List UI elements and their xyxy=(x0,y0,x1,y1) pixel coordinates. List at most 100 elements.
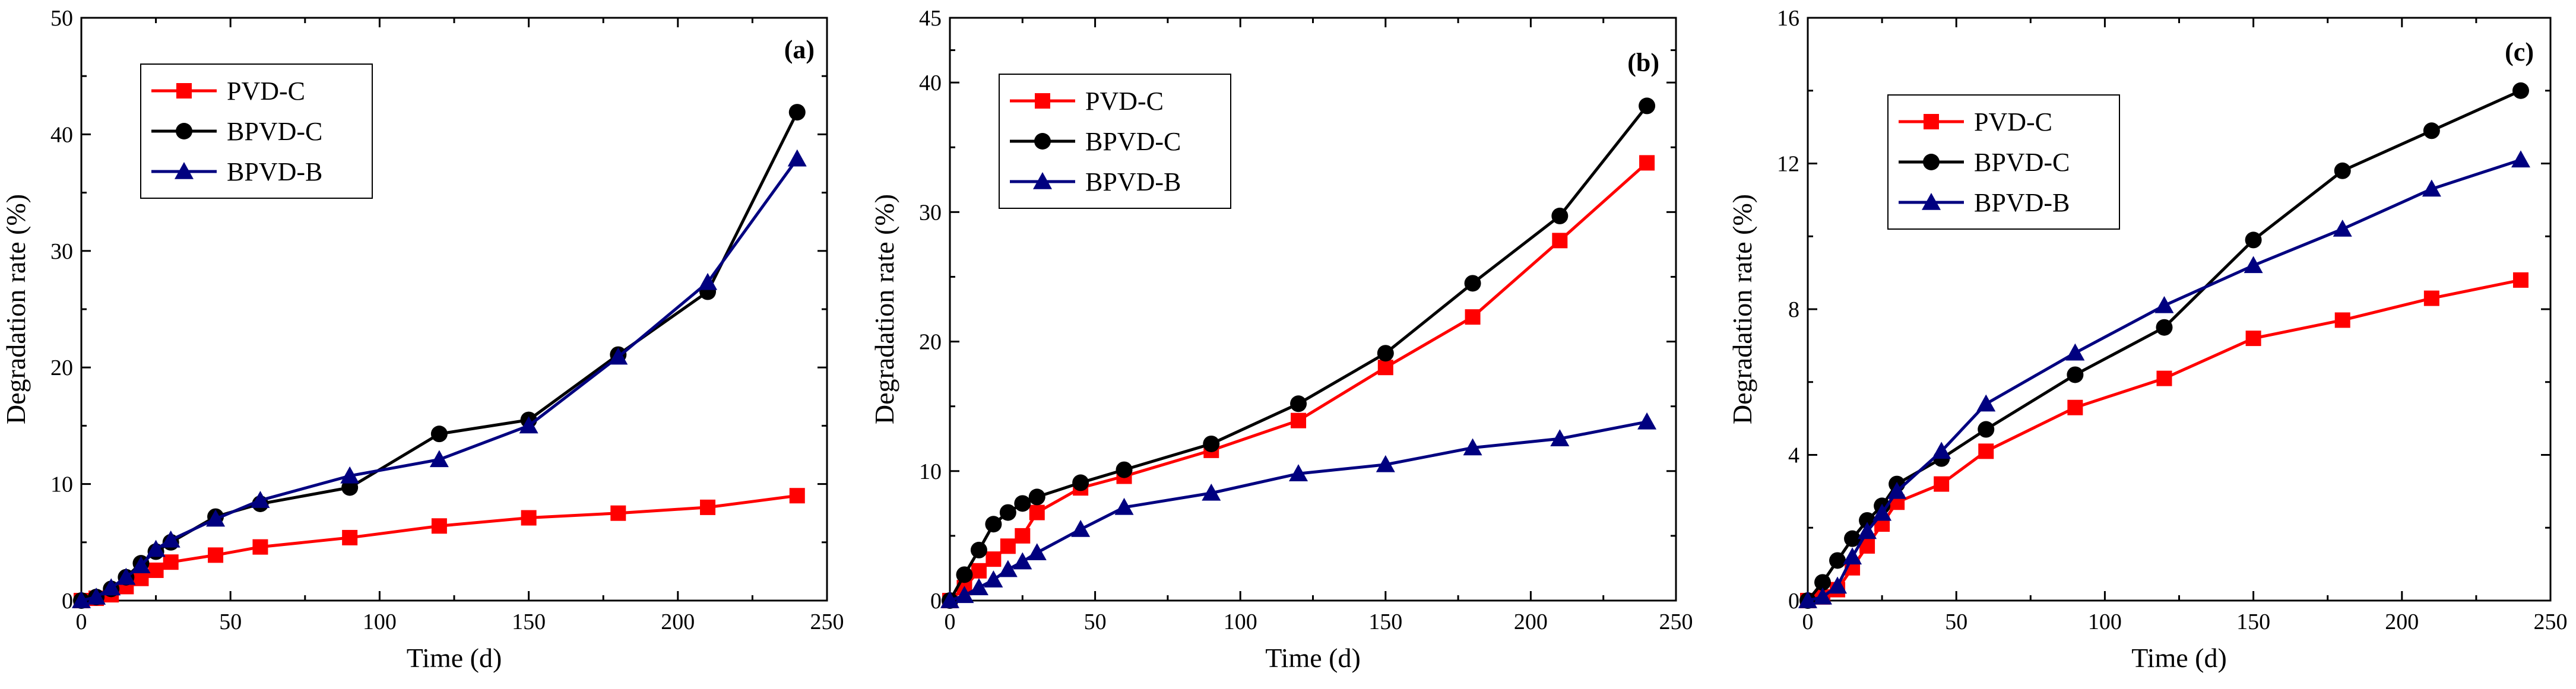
x-tick-label: 100 xyxy=(1224,609,1257,634)
chart-panel-0: 0 50 100 150 200 250 0 10 20 30 40 50 Time (d) Degrad… xyxy=(1,6,844,673)
data-point xyxy=(2067,366,2084,383)
data-point xyxy=(340,466,360,484)
data-point xyxy=(955,586,974,604)
chart-panel-1: 0 50 100 150 200 250 0 10 20 30 40 45 Time (d) Degrad… xyxy=(869,6,1693,673)
data-point xyxy=(148,562,164,578)
data-point xyxy=(1637,412,1657,430)
x-tick-label: 50 xyxy=(1945,609,1967,634)
data-point xyxy=(2333,219,2352,237)
x-tick-label: 0 xyxy=(76,609,87,634)
y-axis-title: Degradation rate (%) xyxy=(1727,194,1757,424)
legend-entry: BPVD-B xyxy=(1974,188,2070,217)
data-point xyxy=(1376,455,1395,472)
series-BPVD-B xyxy=(1798,150,2530,608)
data-point xyxy=(698,272,718,290)
data-point xyxy=(1858,522,1877,539)
y-tick-label: 40 xyxy=(919,71,942,96)
series-line xyxy=(81,158,799,602)
series-BPVD-C xyxy=(942,97,1656,609)
data-point xyxy=(1887,481,1907,499)
y-tick-label: 30 xyxy=(50,239,73,264)
data-point xyxy=(146,539,166,557)
x-axis-title: Time (d) xyxy=(407,643,502,673)
data-point xyxy=(788,104,806,121)
data-point xyxy=(998,560,1018,577)
x-tick-label: 250 xyxy=(810,609,844,634)
data-point xyxy=(2244,256,2263,274)
series-PVD-C xyxy=(74,488,805,608)
data-point xyxy=(2423,290,2439,306)
data-point xyxy=(72,591,91,608)
data-point xyxy=(1844,530,1861,547)
data-point xyxy=(956,566,973,583)
data-point xyxy=(1978,421,1995,438)
x-tick-label: 250 xyxy=(1659,609,1693,634)
legend-entry: PVD-C xyxy=(227,77,305,106)
y-tick-label: 40 xyxy=(50,122,73,147)
data-point xyxy=(1203,435,1220,452)
data-point xyxy=(2422,179,2441,197)
panel-label: (c) xyxy=(2505,37,2534,66)
data-point xyxy=(251,491,270,508)
data-point xyxy=(429,450,449,468)
data-point xyxy=(1029,504,1045,520)
y-tick-label: 16 xyxy=(1777,6,1799,31)
data-point xyxy=(2067,399,2083,415)
data-point xyxy=(1552,233,1568,249)
x-tick-label: 0 xyxy=(1802,609,1814,634)
legend-marker xyxy=(1034,133,1051,150)
data-point xyxy=(2511,150,2530,168)
data-point xyxy=(116,567,136,585)
legend-marker xyxy=(1033,172,1052,189)
legend-marker xyxy=(1923,154,1940,170)
data-point xyxy=(984,570,1003,588)
legend-marker xyxy=(1924,114,1939,129)
legend-marker xyxy=(176,83,192,99)
data-point xyxy=(971,563,987,579)
data-point xyxy=(1013,552,1032,570)
legend-marker xyxy=(175,162,194,179)
data-point xyxy=(609,347,628,365)
data-point xyxy=(2423,122,2440,139)
series-line xyxy=(949,420,1647,602)
x-tick-label: 50 xyxy=(219,609,242,634)
data-point xyxy=(1465,309,1481,325)
y-tick-label: 45 xyxy=(919,6,942,31)
x-tick-label: 50 xyxy=(1084,609,1107,634)
data-point xyxy=(1639,155,1655,171)
data-point xyxy=(431,518,447,534)
data-point xyxy=(1829,552,1846,569)
series-PVD-C xyxy=(942,155,1655,608)
data-point xyxy=(1464,275,1481,292)
x-tick-label: 200 xyxy=(2385,609,2419,634)
data-point xyxy=(1976,394,1996,412)
data-point xyxy=(985,516,1002,533)
data-point xyxy=(700,499,716,515)
legend: PVD-C BPVD-C BPVD-B xyxy=(140,63,373,199)
y-tick-label: 30 xyxy=(919,200,942,225)
legend-entry: BPVD-B xyxy=(1085,167,1181,196)
data-point xyxy=(1463,438,1482,456)
y-tick-label: 20 xyxy=(50,355,73,380)
data-point xyxy=(1291,412,1307,428)
data-point xyxy=(787,149,807,167)
data-point xyxy=(1289,464,1308,481)
data-point xyxy=(1377,360,1393,376)
data-point xyxy=(970,541,987,558)
x-axis-title: Time (d) xyxy=(2131,643,2227,673)
data-point xyxy=(1932,442,1951,459)
data-point xyxy=(2245,331,2261,347)
data-point xyxy=(1872,503,1892,521)
data-point xyxy=(1014,495,1031,512)
x-tick-label: 150 xyxy=(1368,609,1402,634)
y-tick-label: 10 xyxy=(50,472,73,497)
data-point xyxy=(133,570,149,586)
data-point xyxy=(789,488,805,504)
y-tick-label: 10 xyxy=(919,459,942,484)
data-point xyxy=(519,416,538,434)
data-point xyxy=(1551,207,1569,224)
data-point xyxy=(102,578,121,596)
legend-marker xyxy=(1035,93,1050,109)
series-line xyxy=(81,494,798,602)
